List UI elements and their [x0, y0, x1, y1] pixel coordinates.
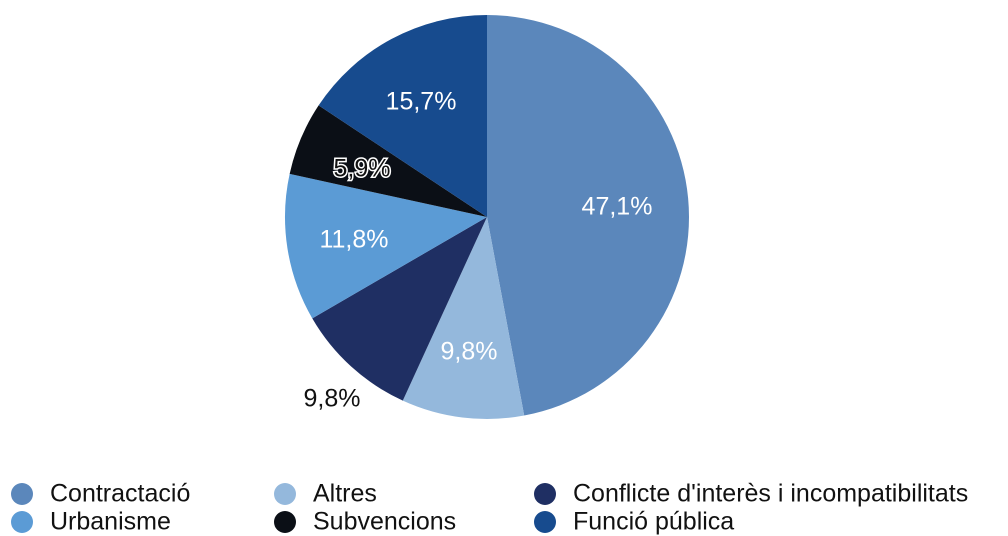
pie-slice [289, 105, 487, 217]
pie-slice [285, 173, 487, 319]
legend-swatch [534, 511, 556, 533]
data-label: 47,1% [582, 193, 653, 221]
data-label: 11,8% [319, 226, 388, 254]
legend-swatch [274, 511, 296, 533]
data-label: 15,7% [386, 88, 457, 116]
legend-swatch [11, 511, 33, 533]
data-label: 9,8% [441, 338, 498, 366]
pie-slice [312, 217, 487, 401]
legend-swatch [274, 483, 296, 505]
legend-swatch [534, 483, 556, 505]
data-label: 5,9% [334, 155, 391, 183]
legend-swatch [11, 483, 33, 505]
legend-label: Urbanisme [50, 508, 171, 536]
pie-slice [318, 14, 487, 217]
legend-label: Funció pública [573, 508, 734, 536]
pie-slice [402, 217, 525, 419]
legend-label: Conflicte d'interès i incompatibilitats [573, 480, 968, 508]
legend-label: Subvencions [313, 508, 456, 536]
pie-slice [487, 15, 689, 416]
data-label: 9,8% [304, 385, 361, 413]
legend-label: Altres [313, 480, 377, 508]
legend-label: Contractació [50, 480, 190, 508]
